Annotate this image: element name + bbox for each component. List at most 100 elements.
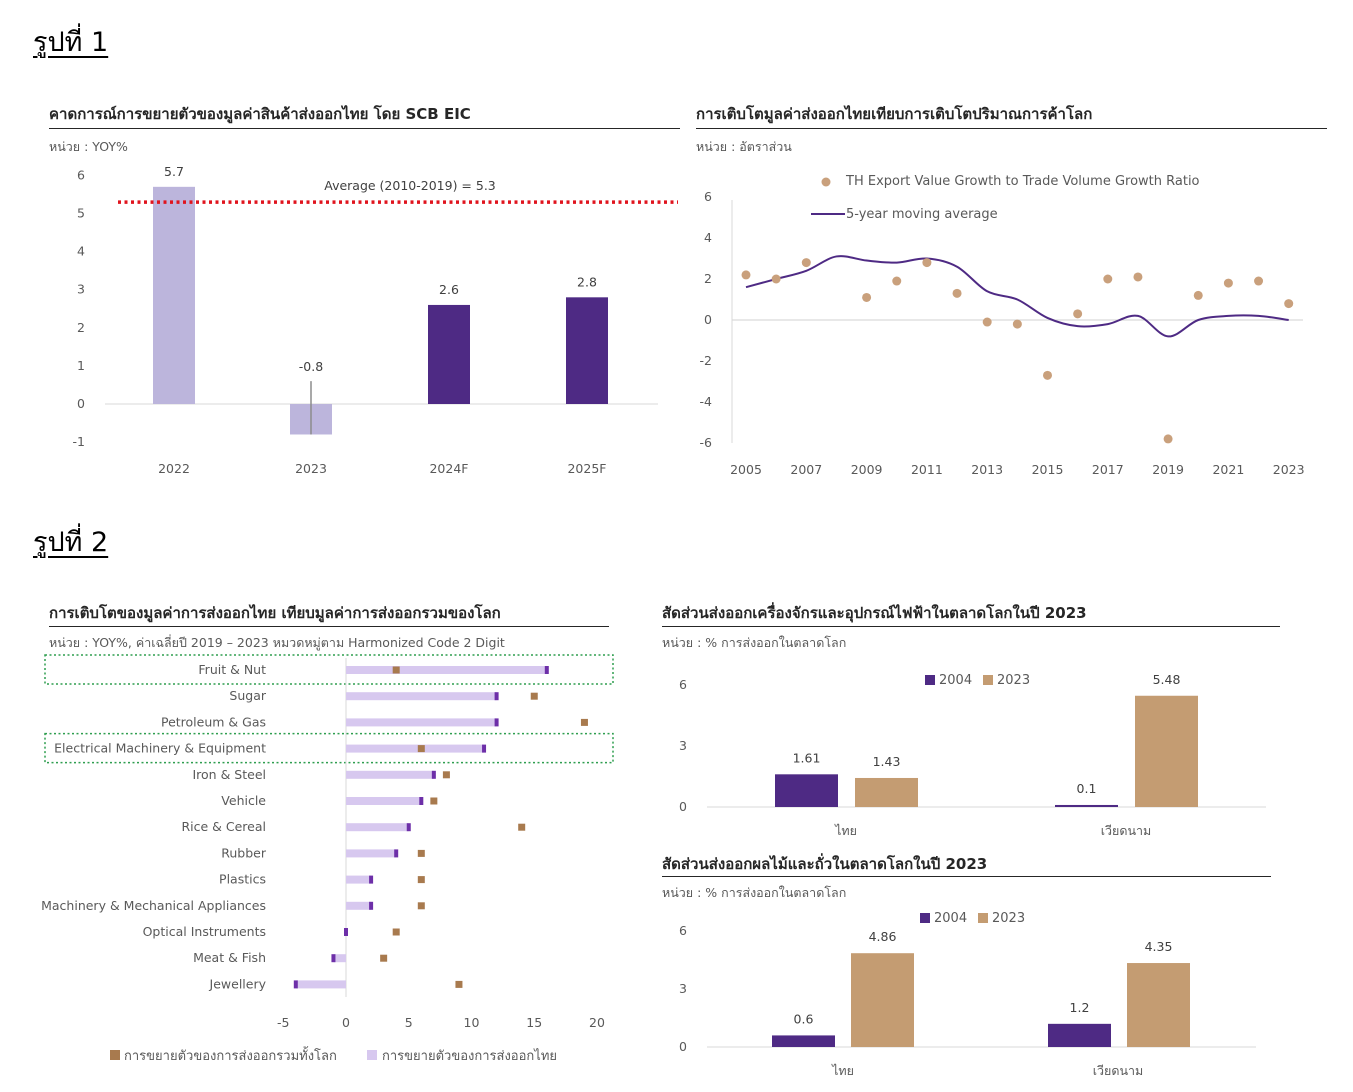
chart3-thai-growth-bar-end bbox=[394, 849, 399, 858]
chart2-moving-average-line bbox=[745, 255, 1289, 338]
chart3-category-label: Iron & Steel bbox=[192, 767, 266, 782]
chart4-value-label: 1.61 bbox=[793, 750, 821, 765]
chart1-bar bbox=[566, 297, 608, 404]
chart2-ratio-point bbox=[1103, 274, 1113, 284]
chart2-ratio-point bbox=[1163, 434, 1173, 444]
chart3-legend-thai-marker bbox=[367, 1050, 377, 1060]
chart4-bar bbox=[775, 774, 838, 807]
chart5-legend-label: 2004 bbox=[934, 911, 967, 926]
chart3-category-label: Vehicle bbox=[221, 793, 266, 808]
chart4-bar bbox=[1135, 695, 1198, 807]
chart3-thai-growth-bar bbox=[346, 744, 485, 753]
chart3-thai-growth-bar bbox=[346, 849, 397, 858]
chart2-ytick-label: -4 bbox=[700, 394, 713, 409]
chart5-ytick-label: 6 bbox=[679, 923, 687, 938]
chart2-ratio-point bbox=[1012, 319, 1022, 329]
chart2-xtick-label: 2017 bbox=[1092, 462, 1124, 477]
chart3-thai-growth-bar-end bbox=[544, 666, 549, 674]
chart3-xtick-label: 5 bbox=[405, 1015, 413, 1030]
chart1-title: คาดการณ์การขยายตัวของมูลค่าสินค้าส่งออกไ… bbox=[49, 105, 471, 123]
chart2-ratio-point bbox=[801, 258, 811, 268]
chart5-legend-label: 2023 bbox=[992, 911, 1025, 926]
chart2-xtick-label: 2013 bbox=[971, 462, 1003, 477]
chart2-ratio-point bbox=[892, 276, 902, 286]
chart4-value-label: 5.48 bbox=[1153, 672, 1181, 687]
chart3-thai-growth-bar bbox=[295, 980, 346, 989]
chart2-unit: หน่วย : อัตราส่วน bbox=[696, 139, 792, 154]
chart2-ratio-point bbox=[741, 270, 751, 280]
chart5-title-rule bbox=[662, 876, 1271, 877]
chart3-category-label: Plastics bbox=[219, 872, 266, 887]
chart2-ytick-label: -6 bbox=[700, 435, 713, 450]
chart1-ytick-label: 4 bbox=[77, 244, 85, 259]
chart3-thai-growth-bar-end bbox=[482, 744, 487, 753]
chart4-bar bbox=[855, 777, 918, 807]
chart2-ytick-label: 6 bbox=[704, 189, 712, 204]
chart3-legend-thai-label: การขยายตัวของการส่งออกไทย bbox=[382, 1048, 557, 1064]
chart3-unit: หน่วย : YOY%, ค่าเฉลี่ยปี 2019 – 2023 หม… bbox=[49, 635, 505, 650]
chart3-thai-growth-bar bbox=[346, 770, 434, 779]
chart3-legend-world-marker bbox=[110, 1050, 120, 1060]
chart3-highlight-box bbox=[44, 654, 614, 685]
chart3-category-label: Rice & Cereal bbox=[181, 819, 266, 834]
chart1-value-label: 5.7 bbox=[164, 164, 184, 179]
chart3-thai-growth-bar-end bbox=[344, 928, 348, 936]
chart4-legend-marker bbox=[925, 675, 935, 685]
chart1-bar bbox=[428, 304, 470, 404]
chart5-bar bbox=[851, 953, 914, 1047]
chart2-ratio-point bbox=[1223, 278, 1233, 288]
chart3-thai-growth-bar-end bbox=[431, 770, 436, 779]
chart2-legend-point-marker bbox=[821, 177, 831, 187]
chart2-ytick-label: 2 bbox=[704, 271, 712, 286]
chart5-ytick-label: 3 bbox=[679, 981, 687, 996]
chart1-ytick-label: -1 bbox=[73, 434, 85, 449]
chart3-category-label: Machinery & Mechanical Appliances bbox=[41, 898, 266, 913]
chart1-xtick-label: 2022 bbox=[158, 461, 190, 476]
chart1-ytick-label: 0 bbox=[77, 396, 85, 411]
chart1-title-rule bbox=[49, 128, 680, 129]
chart3-thai-growth-bar bbox=[346, 692, 497, 701]
chart3-thai-growth-bar bbox=[346, 718, 497, 727]
chart3-xtick-label: 0 bbox=[342, 1015, 350, 1030]
chart3-thai-growth-bar-end bbox=[293, 980, 298, 989]
chart5-legend-marker bbox=[920, 913, 930, 923]
chart3-world-growth-marker bbox=[430, 797, 438, 805]
chart3-thai-growth-bar bbox=[346, 666, 547, 674]
chart2-ratio-point bbox=[771, 274, 781, 284]
chart1-ytick-label: 6 bbox=[77, 167, 85, 182]
chart2-legend-point-label: TH Export Value Growth to Trade Volume G… bbox=[845, 174, 1200, 189]
chart1-ytick-label: 1 bbox=[77, 358, 85, 373]
chart2-ratio-point bbox=[1284, 299, 1294, 309]
chart5-value-label: 1.2 bbox=[1070, 1000, 1090, 1015]
chart2-xtick-label: 2009 bbox=[851, 462, 883, 477]
chart3-world-growth-marker bbox=[417, 745, 425, 753]
chart5-value-label: 4.86 bbox=[869, 929, 897, 944]
chart3-world-growth-marker bbox=[380, 954, 388, 962]
chart3-world-growth-marker bbox=[455, 980, 463, 988]
chart4-title-rule bbox=[662, 626, 1280, 627]
chart1-xtick-label: 2025F bbox=[567, 461, 606, 476]
chart2-ytick-label: 4 bbox=[704, 230, 712, 245]
chart3-thai-growth-bar-end bbox=[369, 875, 374, 884]
chart1-ytick-label: 3 bbox=[77, 282, 85, 297]
chart3-category-label: Meat & Fish bbox=[193, 950, 266, 965]
chart4-title: สัดส่วนส่งออกเครื่องจักรและอุปกรณ์ไฟฟ้าใ… bbox=[662, 604, 1087, 622]
chart3-category-label: Electrical Machinery & Equipment bbox=[54, 741, 266, 756]
chart3-category-label: Petroleum & Gas bbox=[161, 714, 266, 729]
chart5-value-label: 0.6 bbox=[794, 1011, 814, 1026]
chart1-unit: หน่วย : YOY% bbox=[49, 139, 128, 154]
chart3-thai-growth-bar-end bbox=[406, 823, 411, 832]
chart2-title: การเติบโตมูลค่าส่งออกไทยเทียบการเติบโตปร… bbox=[696, 105, 1093, 123]
chart4-category-label: ไทย bbox=[834, 823, 857, 838]
chart1-value-label: 2.6 bbox=[439, 282, 459, 297]
chart5-category-label: เวียดนาม bbox=[1093, 1063, 1144, 1078]
chart4-value-label: 0.1 bbox=[1077, 781, 1097, 796]
chart2-legend-line-label: 5-year moving average bbox=[846, 207, 998, 222]
chart2-ratio-point bbox=[1193, 290, 1203, 300]
chart5-title: สัดส่วนส่งออกผลไม้และถั่วในตลาดโลกในปี 2… bbox=[662, 855, 988, 873]
